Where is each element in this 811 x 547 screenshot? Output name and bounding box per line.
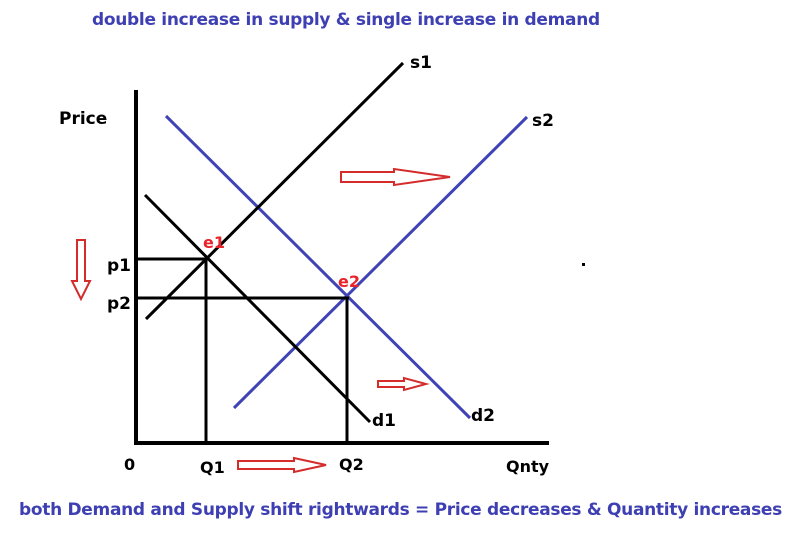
p2-label: p2: [107, 294, 131, 314]
diagram-title: double increase in supply & single incre…: [92, 10, 600, 30]
demand-curve-d2: [164, 114, 472, 420]
diagram-summary: both Demand and Supply shift rightwards …: [19, 500, 782, 520]
e2-label: e2: [338, 272, 360, 291]
s2-label: s2: [532, 111, 554, 131]
quantity-right-arrow-icon: [237, 456, 327, 474]
y-axis-label: Price: [59, 109, 107, 129]
origin-label: 0: [124, 455, 135, 474]
stray-dot: [582, 263, 585, 266]
q2-label: Q2: [339, 455, 364, 474]
q1-label: Q1: [200, 458, 225, 477]
d2-label: d2: [471, 406, 495, 426]
price-down-arrow-icon: [70, 239, 92, 302]
d1-label: d1: [372, 411, 396, 431]
s1-label: s1: [410, 53, 432, 73]
e1-label: e1: [203, 233, 225, 252]
p1-label: p1: [107, 256, 131, 276]
supply-shift-right-arrow-icon: [340, 167, 451, 187]
supply-curve-s2: [232, 115, 529, 410]
x-axis-label: Qnty: [506, 457, 550, 476]
demand-curve-d1: [143, 193, 372, 424]
demand-shift-right-arrow-icon: [377, 376, 430, 392]
supply-curve-s1: [144, 61, 405, 321]
